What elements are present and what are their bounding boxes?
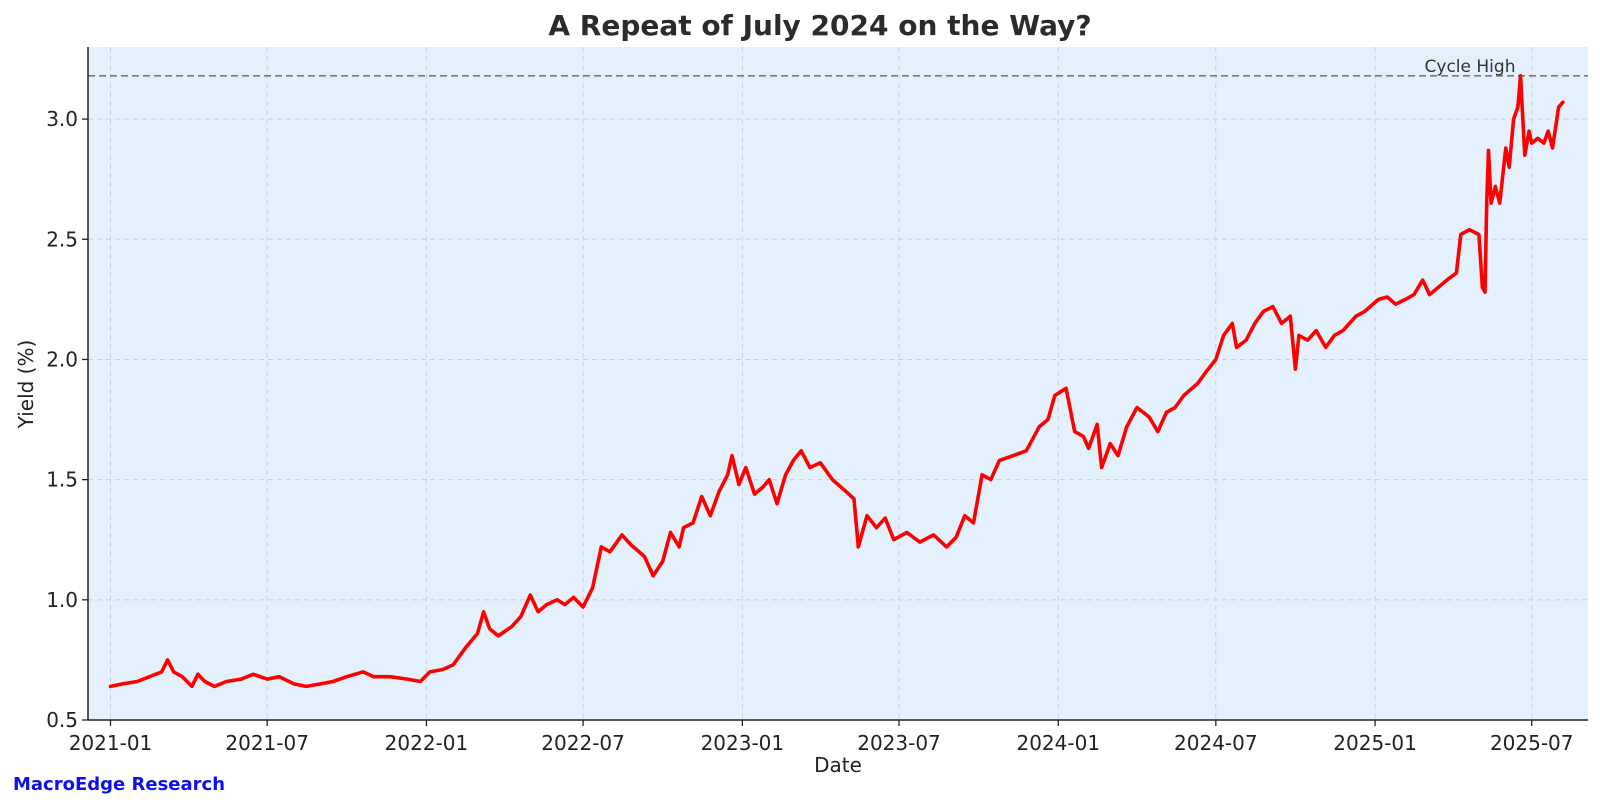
x-tick-label: 2023-01	[701, 731, 785, 755]
x-axis-label: Date	[814, 753, 862, 777]
x-tick-label: 2023-07	[857, 731, 941, 755]
x-tick-label: 2025-07	[1490, 731, 1574, 755]
y-tick-label: 2.5	[46, 227, 78, 251]
y-tick-label: 0.5	[46, 708, 78, 732]
x-tick-label: 2022-01	[385, 731, 469, 755]
x-axis-ticks: 2021-01 2021-07 2022-01 2022-07 2023-01 2023-…	[69, 720, 1574, 755]
x-tick-label: 2024-01	[1016, 731, 1100, 755]
y-tick-label: 3.0	[46, 107, 78, 131]
y-axis-label: Yield (%)	[14, 340, 38, 430]
y-tick-label: 1.0	[46, 588, 78, 612]
x-tick-label: 2021-01	[69, 731, 153, 755]
footer-credit: MacroEdge Research	[13, 774, 225, 795]
y-axis-ticks: 0.5 1.0 1.5 2.0 2.5 3.0	[46, 107, 88, 732]
chart-title: A Repeat of July 2024 on the Way?	[548, 9, 1091, 42]
x-tick-label: 2021-07	[225, 731, 309, 755]
yield-series-line	[108, 74, 1565, 689]
cycle-high-annotation: Cycle High	[1425, 57, 1516, 77]
y-tick-label: 1.5	[46, 468, 78, 492]
x-tick-label: 2024-07	[1174, 731, 1258, 755]
x-tick-label: 2025-01	[1333, 731, 1417, 755]
plot-area	[88, 47, 1588, 720]
x-tick-label: 2022-07	[541, 731, 625, 755]
grid	[88, 47, 1588, 720]
y-tick-label: 2.0	[46, 347, 78, 371]
